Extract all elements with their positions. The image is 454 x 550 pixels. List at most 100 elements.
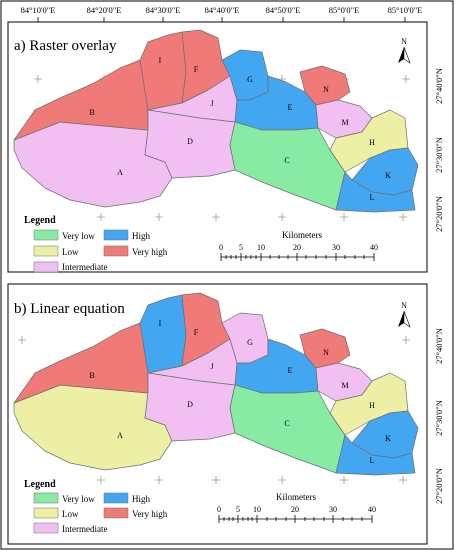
zone-label: C — [284, 419, 289, 428]
scale-tick-label: 40 — [368, 505, 376, 514]
zone-label: D — [187, 400, 193, 409]
legend: Legend Very low Low Intermediate High Ve… — [24, 479, 168, 534]
zone-label: I — [159, 319, 162, 328]
legend-swatch-high — [103, 492, 129, 504]
scale-tick-label: 10 — [257, 243, 265, 252]
legend-label: Very high — [132, 509, 168, 519]
zone-label: K — [385, 434, 391, 443]
zone-label: H — [369, 401, 375, 410]
zone-D — [144, 109, 236, 179]
zone-label: G — [247, 338, 253, 347]
zone-label: J — [210, 99, 213, 108]
lat-label: 27°20'0"N — [434, 196, 444, 232]
scale-tick-label: 10 — [253, 505, 261, 514]
legend: Legend Very low Low Intermediate High Ve… — [24, 215, 168, 273]
panel-title: a) Raster overlay — [14, 38, 117, 54]
zone-I — [139, 31, 187, 111]
scale-bar: Kilometers 0 5 10 20 30 40 — [219, 230, 378, 261]
legend-swatch-low — [33, 245, 59, 257]
zone-I — [139, 294, 187, 374]
latitude-labels: 27°40'0"N 27°30'0"N 27°20'0"N — [434, 328, 444, 504]
north-arrow-icon — [398, 47, 404, 63]
zone-label: B — [89, 371, 94, 380]
north-arrow-icon — [398, 311, 404, 327]
zone-D — [144, 372, 236, 442]
scale-tick-label: 30 — [329, 505, 337, 514]
legend-swatch-very-high — [103, 245, 129, 257]
zone-label: N — [323, 85, 329, 94]
zone-N — [299, 65, 351, 106]
zone-label: E — [288, 366, 293, 375]
scale-tick-label: 0 — [217, 505, 221, 514]
scale-title: Kilometers — [282, 230, 322, 240]
panel-raster-overlay: 27°40'0"N 27°30'0"N 27°20'0"N A — [7, 21, 444, 273]
legend-swatch-high — [103, 229, 129, 241]
zone-label: B — [89, 108, 94, 117]
legend-swatch-very-low — [33, 492, 59, 504]
legend-swatch-very-high — [103, 507, 129, 519]
legend-label: Very low — [62, 494, 95, 504]
zone-L — [335, 434, 416, 476]
legend-label: High — [132, 494, 151, 504]
zone-label: F — [194, 65, 199, 74]
lat-label: 27°40'0"N — [434, 68, 444, 104]
zone-labels: A B C D E F G H I J K L M N — [89, 56, 391, 202]
zone-label: K — [385, 171, 391, 180]
legend-label: Very high — [132, 247, 168, 257]
legend-swatch-very-low — [33, 229, 59, 241]
legend-swatch-intermediate — [33, 522, 59, 534]
zone-label: L — [370, 193, 375, 202]
longitude-labels: 84°10'0"E 84°20'0"E 84°30'0"E 84°40'0"E … — [21, 5, 423, 15]
scale-tick-label: 5 — [236, 505, 240, 514]
legend-label: Low — [62, 509, 79, 519]
scale-tick-label: 20 — [293, 243, 301, 252]
zone-label: C — [284, 156, 289, 165]
lon-label: 84°10'0"E — [21, 5, 56, 15]
zone-L — [335, 171, 416, 213]
lon-label: 84°30'0"E — [146, 5, 181, 15]
study-area-map — [13, 292, 419, 476]
panel-linear-equation: 27°40'0"N 27°30'0"N 27°20'0"N A B C — [7, 283, 444, 545]
legend-label: High — [132, 231, 151, 241]
legend-label: Intermediate — [62, 524, 107, 534]
lon-label: 85°0'0"E — [329, 5, 360, 15]
zone-label: F — [194, 328, 199, 337]
zone-N — [299, 328, 351, 369]
lon-label: 84°50'0"E — [266, 5, 301, 15]
top-ticks — [37, 17, 406, 22]
legend-title: Legend — [24, 215, 56, 226]
north-label: N — [401, 37, 407, 46]
scale-tick-label: 40 — [370, 243, 378, 252]
lat-label: 27°40'0"N — [434, 328, 444, 364]
legend-label: Low — [62, 247, 79, 257]
scale-title: Kilometers — [276, 492, 316, 502]
zone-labels: A B C D E F G H I J K L M N — [89, 319, 391, 465]
north-label: N — [401, 301, 407, 310]
lon-label: 85°10'0"E — [388, 5, 423, 15]
legend-swatch-low — [33, 507, 59, 519]
scale-tick-label: 0 — [219, 243, 223, 252]
lat-label: 27°30'0"N — [434, 137, 444, 173]
zone-label: L — [370, 456, 375, 465]
north-arrow: N — [398, 301, 411, 328]
zone-label: E — [288, 103, 293, 112]
legend-label: Very low — [62, 231, 95, 241]
zone-label: M — [341, 118, 348, 127]
zone-label: A — [117, 431, 123, 440]
scale-tick-label: 30 — [332, 243, 340, 252]
latitude-labels: 27°40'0"N 27°30'0"N 27°20'0"N — [434, 68, 444, 232]
study-area-map — [13, 29, 419, 213]
scale-tick-label: 5 — [239, 243, 243, 252]
legend-label: Intermediate — [62, 262, 107, 272]
zone-label: M — [341, 381, 348, 390]
zone-label: N — [323, 348, 329, 357]
zone-label: A — [117, 168, 123, 177]
zone-label: I — [159, 56, 162, 65]
scale-tick-label: 20 — [291, 505, 299, 514]
north-arrow: N — [398, 37, 411, 64]
lat-label: 27°20'0"N — [434, 468, 444, 504]
lat-label: 27°30'0"N — [434, 400, 444, 436]
legend-title: Legend — [24, 479, 56, 490]
panel-title: b) Linear equation — [14, 301, 125, 317]
